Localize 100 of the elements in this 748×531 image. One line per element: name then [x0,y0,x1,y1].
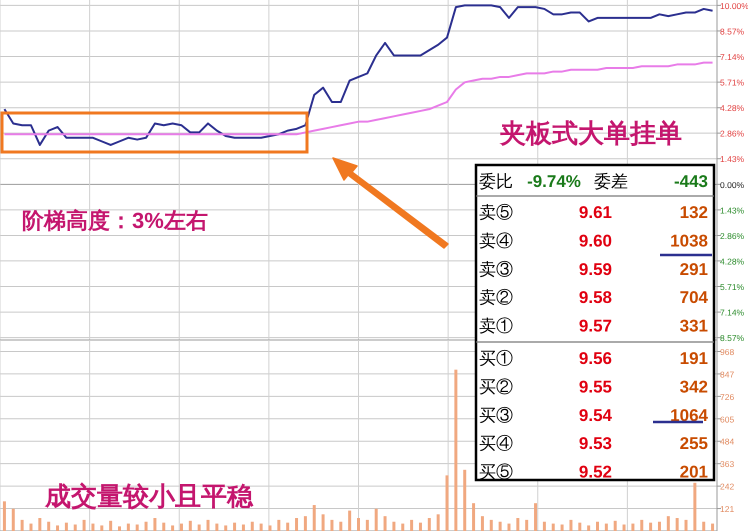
y-tick-label: 7.14% [720,52,745,62]
bar [472,503,476,531]
bar [676,518,679,531]
category-label: 买④ [479,434,513,454]
bar [322,514,325,531]
bar [436,514,440,531]
bar [277,520,280,531]
bar [339,522,342,531]
category-label: 买⑤ [479,462,513,482]
annotation: 成交量较小且平稳 [44,481,254,511]
bar [684,520,688,531]
annotation: 夹板式大单挂单 [499,118,682,148]
bar [260,524,263,531]
y-tick-label: 8.57% [720,333,745,344]
bar [250,522,254,531]
bar [56,525,60,531]
y-tick-label: 5.71% [720,78,745,88]
bar [410,520,414,531]
data-label: 9.59 [578,260,612,279]
annotation: 委差 [594,172,628,191]
bar [702,522,706,531]
bar [242,524,245,531]
bar [198,524,201,531]
y-tick-label: 2.86% [720,128,745,139]
bar [224,525,228,531]
bar [631,524,634,531]
annotation: -9.74% [527,172,581,191]
bar [162,522,166,531]
bar [188,520,192,531]
bar [401,524,404,531]
data-label: 291 [680,260,708,279]
bar [312,505,316,531]
bar [64,522,68,531]
data-label: 704 [680,288,709,308]
bar [38,518,42,531]
bar [144,522,148,531]
data-label: 9.52 [578,462,612,482]
bar [20,520,24,531]
bar [171,525,174,531]
y-tick-label: 7.14% [720,308,745,318]
y-tick-label: 1.43% [720,154,745,164]
bar [384,516,387,531]
y-tick-label: 8.57% [720,26,745,36]
bar [578,522,582,531]
bar [666,516,670,531]
bar [693,482,696,531]
y-tick-label: 0.00% [720,180,745,190]
annotation: 委比 [479,172,513,191]
data-label: 132 [680,203,708,222]
y-tick-label: 5.71% [720,282,745,292]
bar [498,522,502,531]
bar [136,524,139,531]
bar [100,525,104,531]
category-label: 买③ [479,406,513,425]
bar [366,520,369,531]
bar [658,522,661,531]
category-label: 买② [479,377,513,396]
category-label: 卖② [479,288,513,308]
y-tick-label: 242 [720,482,734,492]
bar [604,524,608,531]
y-tick-label: 4.28% [720,103,745,114]
bar [180,524,183,531]
bar [490,520,493,531]
bar [330,520,334,531]
data-label: 1038 [670,231,708,250]
data-label: 1064 [670,406,709,425]
bar [418,522,422,531]
bar [348,510,352,531]
category-label: 卖③ [479,260,513,279]
bar [153,518,156,531]
bar [91,524,94,531]
data-label: 9.55 [578,377,612,396]
bar [649,522,652,531]
bar [569,520,572,531]
y-tick-label: 4.28% [720,256,745,266]
bar [29,524,32,531]
data-label: 255 [680,434,708,454]
bar [357,518,360,531]
data-label: 9.57 [578,316,612,336]
bar [215,524,218,531]
data-label: 9.53 [578,434,612,454]
bar [463,470,466,531]
data-label: 191 [680,349,708,368]
bar [516,518,520,531]
bar [507,524,510,531]
bar [109,520,112,531]
bar [233,522,236,531]
bar [268,525,272,531]
bar [480,516,484,531]
bar [711,524,714,531]
bar [392,522,396,531]
bar [525,520,528,531]
bar [587,525,590,531]
bar [12,508,15,531]
bar [118,526,121,531]
bar [622,524,626,531]
y-tick-label: 726 [720,392,734,402]
category-label: 卖① [479,316,513,336]
bar [552,524,555,531]
bar [2,501,6,531]
